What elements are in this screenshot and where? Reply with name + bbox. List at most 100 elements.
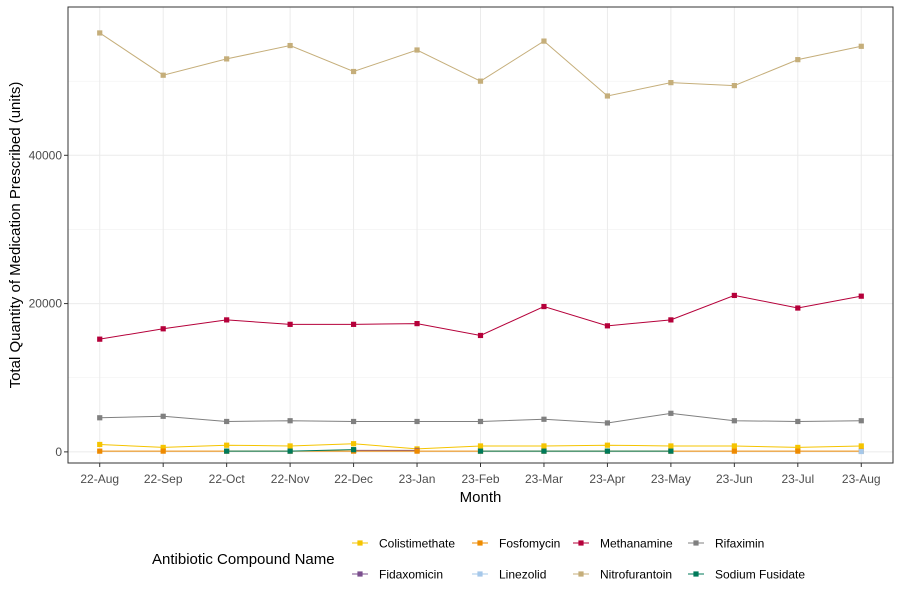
legend-label: Linezolid — [499, 568, 546, 582]
data-point — [541, 38, 547, 44]
legend-item: Nitrofurantoin — [573, 568, 672, 582]
y-tick-label: 20000 — [29, 297, 63, 311]
data-point — [604, 323, 611, 329]
legend-item: Rifaximin — [688, 537, 764, 551]
data-point — [97, 448, 103, 454]
x-axis: 22-Aug 22-Sep 22-Oct 22-Nov 22-Dec 23-Jan 23-F… — [80, 463, 881, 486]
data-point — [668, 317, 674, 323]
legend-label: Nitrofurantoin — [600, 568, 672, 582]
legend-key-point — [578, 571, 584, 577]
data-point — [604, 420, 611, 426]
y-tick-label: 0 — [55, 445, 62, 459]
data-point — [477, 78, 484, 84]
data-point — [858, 43, 864, 49]
series-rifaximin — [97, 410, 864, 426]
series-lines — [97, 30, 864, 455]
data-point — [541, 448, 547, 454]
y-axis-title: Total Quantity of Medication Prescribed … — [7, 82, 24, 389]
legend-item: Methanamine — [573, 537, 673, 551]
legend-key-point — [693, 540, 699, 546]
data-point — [287, 42, 293, 49]
data-point — [160, 72, 166, 78]
legend: Antibiotic Compound Name Colistimethate F… — [152, 537, 805, 582]
legend-key-point — [357, 540, 363, 546]
x-tick-label: 22-Nov — [271, 472, 310, 486]
data-point — [541, 443, 547, 449]
legend-item: Linezolid — [472, 568, 546, 582]
data-point — [731, 82, 737, 89]
data-point — [350, 441, 357, 447]
data-point — [604, 93, 611, 99]
legend-key-point — [477, 540, 483, 546]
legend-label: Methanamine — [600, 537, 673, 551]
data-point — [414, 47, 420, 53]
gridlines — [68, 7, 893, 463]
data-point — [477, 448, 484, 454]
x-tick-label: 22-Oct — [209, 472, 246, 486]
legend-key-point — [578, 540, 584, 546]
legend-key-point — [693, 571, 699, 577]
legend-label: Fosfomycin — [499, 537, 560, 551]
data-point — [858, 448, 864, 455]
data-point — [97, 415, 103, 421]
data-point — [477, 443, 484, 449]
data-point — [224, 317, 230, 323]
data-point — [287, 443, 293, 449]
data-point — [604, 442, 611, 448]
data-point — [160, 448, 166, 454]
data-point — [541, 416, 547, 422]
legend-label: Rifaximin — [715, 537, 764, 551]
data-point — [160, 326, 166, 332]
data-point — [350, 321, 357, 327]
data-point — [350, 447, 357, 453]
x-tick-label: 23-Feb — [461, 472, 499, 486]
data-point — [224, 442, 230, 448]
legend-key-point — [477, 571, 483, 577]
x-tick-label: 22-Dec — [334, 472, 373, 486]
data-point — [795, 418, 801, 425]
legend-label: Fidaxomicin — [379, 568, 443, 582]
data-point — [224, 448, 230, 454]
data-point — [731, 292, 737, 299]
legend-title: Antibiotic Compound Name — [152, 551, 335, 568]
data-point — [477, 418, 484, 425]
x-tick-label: 22-Sep — [144, 472, 183, 486]
legend-label: Sodium Fusidate — [715, 568, 805, 582]
data-point — [858, 293, 864, 299]
legend-item: Fidaxomicin — [352, 568, 443, 582]
data-point — [414, 321, 420, 327]
series-linezolid — [858, 448, 864, 455]
data-point — [224, 56, 230, 62]
x-tick-label: 23-Jul — [781, 472, 814, 486]
data-point — [858, 443, 864, 449]
data-point — [414, 448, 420, 454]
x-tick-label: 23-Jun — [716, 472, 753, 486]
x-axis-title: Month — [460, 489, 502, 506]
data-point — [160, 413, 166, 419]
data-point — [668, 410, 674, 416]
data-point — [604, 448, 611, 454]
x-tick-label: 23-May — [651, 472, 691, 486]
legend-item: Sodium Fusidate — [688, 568, 805, 582]
data-point — [97, 336, 103, 342]
data-point — [287, 418, 293, 424]
data-point — [224, 418, 230, 425]
legend-item: Fosfomycin — [472, 537, 560, 551]
x-tick-label: 22-Aug — [80, 472, 119, 486]
data-point — [287, 321, 293, 327]
x-tick-label: 23-Apr — [589, 472, 625, 486]
legend-label: Colistimethate — [379, 537, 455, 551]
series-nitrofurantoin — [97, 30, 864, 99]
data-point — [541, 303, 547, 310]
data-point — [795, 444, 801, 451]
data-point — [160, 444, 166, 451]
x-tick-label: 23-Jan — [399, 472, 436, 486]
data-point — [731, 448, 737, 454]
data-point — [668, 443, 674, 449]
data-point — [414, 418, 420, 425]
series-methanamine — [97, 292, 864, 342]
data-point — [477, 332, 484, 339]
legend-item: Colistimethate — [352, 537, 455, 551]
data-point — [795, 57, 801, 63]
